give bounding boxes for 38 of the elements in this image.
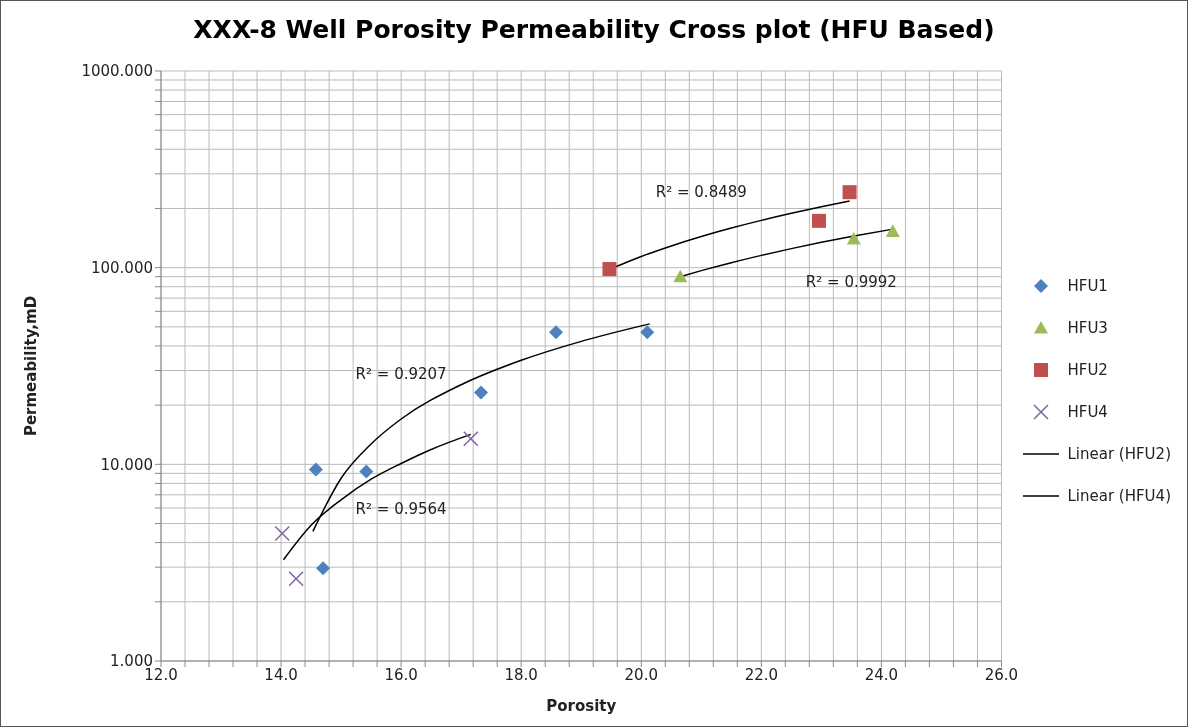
point	[602, 262, 617, 277]
chart-title: XXX-8 Well Porosity Permeability Cross plot (HFU Based)	[192, 15, 996, 44]
point	[549, 325, 564, 340]
point	[885, 224, 900, 237]
y-tick-label: 100.000	[90, 258, 153, 277]
point	[673, 269, 688, 283]
y-axis-title: Permeability,mD	[22, 295, 41, 437]
point	[359, 464, 374, 479]
legend-label: HFU4	[1067, 403, 1108, 421]
point	[842, 185, 857, 200]
point	[463, 430, 479, 447]
y-tick-label: 10.000	[100, 455, 153, 474]
legend-label: HFU1	[1067, 277, 1108, 295]
point	[308, 462, 323, 477]
y-tick-label: 1000.000	[81, 62, 153, 81]
point	[811, 213, 826, 228]
legend-label: Linear (HFU2)	[1067, 445, 1171, 463]
x-tick-label: 24.0	[864, 665, 899, 684]
x-tick-label: 16.0	[384, 665, 418, 684]
x-tick-label: 14.0	[264, 665, 298, 684]
annotation: R² = 0.8489	[655, 182, 747, 201]
legend-label: HFU2	[1067, 361, 1108, 379]
point	[473, 385, 488, 400]
x-tick-label: 20.0	[624, 665, 658, 684]
x-tick-label: 18.0	[504, 665, 538, 684]
point	[288, 570, 304, 587]
point	[846, 231, 861, 245]
legend-label: HFU3	[1067, 319, 1108, 337]
point	[640, 325, 655, 340]
annotation: R² = 0.9992	[805, 273, 897, 292]
x-axis-title: Porosity	[546, 697, 617, 715]
annotation: R² = 0.9207	[355, 365, 447, 384]
legend-label: Linear (HFU4)	[1067, 487, 1171, 505]
x-tick-label: 22.0	[744, 665, 779, 684]
point	[274, 525, 291, 542]
x-tick-label: 26.0	[984, 665, 1019, 684]
point	[316, 561, 331, 576]
annotation: R² = 0.9564	[355, 500, 447, 519]
